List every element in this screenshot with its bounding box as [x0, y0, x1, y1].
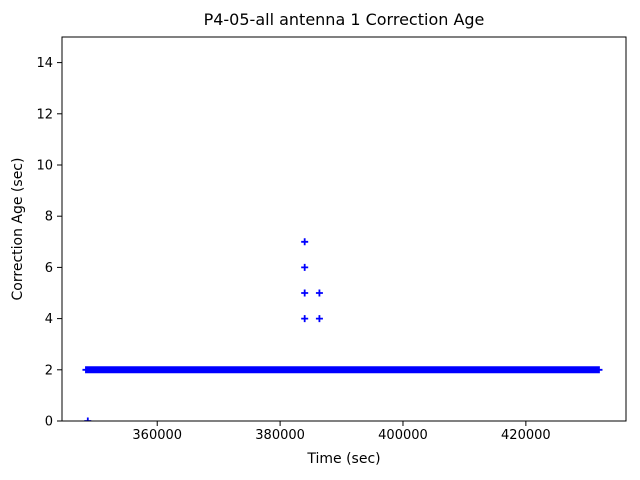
data-points-layer — [82, 238, 603, 421]
y-tick-label: 2 — [45, 363, 53, 378]
y-tick-label: 8 — [45, 210, 53, 225]
data-points-path — [82, 238, 603, 421]
chart-title: P4-05-all antenna 1 Correction Age — [204, 10, 485, 29]
y-tick-label: 14 — [36, 56, 53, 71]
y-tick-label: 12 — [36, 107, 53, 122]
y-axis-label: Correction Age (sec) — [10, 158, 26, 301]
x-tick-label: 380000 — [255, 428, 305, 443]
y-tick-label: 4 — [45, 312, 53, 327]
x-tick-label: 360000 — [132, 428, 182, 443]
x-tick-label: 400000 — [378, 428, 428, 443]
x-axis-label: Time (sec) — [306, 451, 380, 467]
y-tick-label: 10 — [36, 159, 53, 174]
plot-border — [61, 36, 627, 422]
x-tick-label: 420000 — [501, 428, 551, 443]
y-tick-label: 6 — [45, 261, 53, 276]
y-tick-label: 0 — [45, 415, 53, 430]
axes-layer: 360000 380000 400000 420000 0 2 4 6 8 10 12 14 — [36, 36, 627, 443]
